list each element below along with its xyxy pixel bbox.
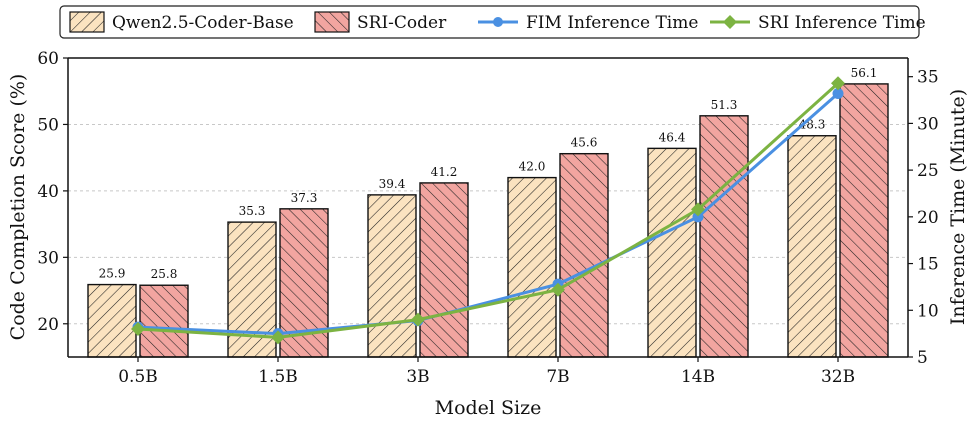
bar-label-base: 42.0 — [519, 160, 546, 174]
legend-marker-fim — [493, 17, 503, 27]
bar-label-base: 39.4 — [379, 177, 406, 191]
y2-tick-label: 20 — [917, 208, 939, 228]
marker-sri — [831, 76, 845, 91]
bar-label-base: 25.9 — [99, 267, 126, 281]
bar-sri — [139, 284, 189, 358]
marker-sri — [691, 202, 705, 217]
legend-label-sri: SRI-Coder — [357, 13, 447, 33]
legend-swatch-base — [69, 11, 105, 33]
bar-label-sri: 37.3 — [291, 191, 318, 205]
x-tick-label: 3B — [406, 367, 429, 387]
bar-base — [507, 176, 557, 358]
y-tick-label: 60 — [37, 49, 59, 69]
marker-sri — [271, 330, 285, 345]
axes: 20 30 40 50 60 5 10 15 20 25 30 35 0.5B 1.5B 3B 7B 14B 32… — [37, 49, 938, 387]
x-tick-label: 0.5B — [118, 367, 158, 387]
bar-sri — [559, 152, 609, 358]
marker-sri — [411, 312, 425, 327]
marker-fim — [832, 88, 844, 100]
marker-fim — [692, 211, 704, 223]
bar-label-base: 35.3 — [239, 204, 266, 218]
y-tick-label: 40 — [37, 182, 59, 202]
bar-base — [787, 135, 837, 358]
line-sri — [137, 82, 840, 339]
bar-label-sri: 51.3 — [711, 98, 738, 112]
x-tick-label: 7B — [546, 367, 569, 387]
marker-sri — [551, 282, 565, 297]
bars — [87, 83, 889, 358]
marker-sri — [131, 321, 145, 336]
x-tick-label: 14B — [681, 367, 715, 387]
y2-axis-title: Inference Time (Minute) — [947, 89, 969, 325]
y2-tick-label: 5 — [917, 348, 928, 368]
y-tick-label: 30 — [37, 248, 59, 268]
line-fim — [137, 92, 839, 336]
bar-label-sri: 41.2 — [431, 165, 458, 179]
bar-base — [647, 147, 697, 358]
bar-label-sri: 56.1 — [851, 66, 878, 80]
x-tick-label: 32B — [821, 367, 855, 387]
y2-tick-label: 25 — [917, 161, 939, 181]
legend-marker-sri — [723, 15, 737, 29]
y-axis-title: Code Completion Score (%) — [7, 74, 29, 341]
y-tick-label: 20 — [37, 315, 59, 335]
y2-tick-label: 30 — [917, 114, 939, 134]
bar-labels: 25.935.339.442.046.448.325.837.341.245.6… — [99, 66, 878, 281]
legend-label-sri-time: SRI Inference Time — [758, 13, 926, 33]
y2-tick-label: 10 — [917, 301, 939, 321]
bar-label-base: 46.4 — [659, 130, 686, 144]
bar-base — [367, 194, 417, 358]
legend-swatch-sri — [314, 11, 350, 33]
bar-label-sri: 25.8 — [151, 267, 178, 281]
x-tick-label: 1.5B — [258, 367, 298, 387]
legend: Qwen2.5-Coder-Base SRI-Coder FIM Inferen… — [59, 5, 926, 39]
x-axis-title: Model Size — [435, 397, 542, 419]
bar-sri — [419, 182, 469, 358]
legend-label-base: Qwen2.5-Coder-Base — [112, 13, 294, 33]
bar-label-sri: 45.6 — [571, 136, 598, 150]
bar-sri — [699, 115, 749, 358]
grid-lines — [68, 57, 908, 325]
bar-base — [87, 283, 137, 358]
y2-tick-label: 15 — [917, 255, 939, 275]
bar-sri — [839, 83, 889, 358]
inference-lines — [131, 76, 845, 345]
y-tick-label: 50 — [37, 115, 59, 135]
legend-label-fim: FIM Inference Time — [526, 13, 698, 33]
y2-tick-label: 35 — [917, 68, 939, 88]
